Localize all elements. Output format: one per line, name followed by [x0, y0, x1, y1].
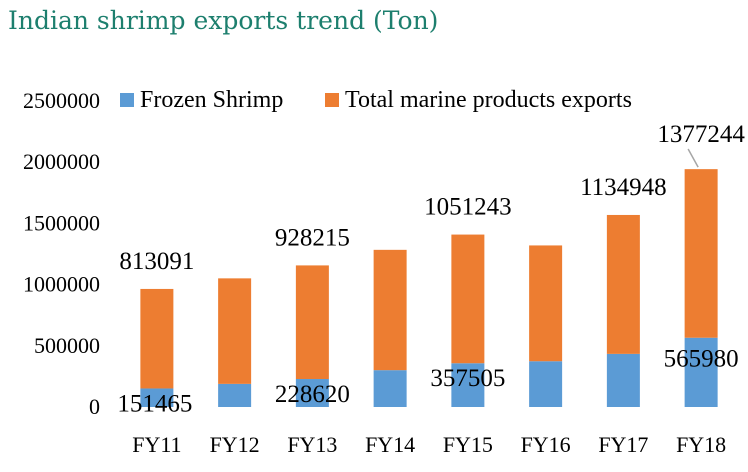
- x-tick-label: FY13: [287, 432, 337, 457]
- bar-total-marine-fy11: [140, 288, 174, 389]
- x-tick-label: FY12: [210, 432, 260, 457]
- legend-swatch: [325, 93, 339, 107]
- data-label: 565980: [664, 346, 739, 373]
- bar-total-marine-fy17: [606, 214, 640, 354]
- leader-line: [687, 148, 699, 168]
- bar-total-marine-fy12: [218, 278, 252, 384]
- y-tick-label: 2500000: [23, 88, 100, 113]
- data-label: 928215: [275, 224, 350, 251]
- x-tick-label: FY11: [132, 432, 181, 457]
- data-label: 151465: [117, 390, 192, 417]
- y-tick-label: 0: [89, 394, 100, 419]
- legend-swatch: [120, 93, 134, 107]
- bar-frozen-shrimp-fy18: [684, 337, 718, 407]
- data-label: 813091: [119, 248, 194, 275]
- bar-frozen-shrimp-fy14: [373, 370, 407, 407]
- bar-total-marine-fy15: [451, 234, 485, 364]
- bar-frozen-shrimp-fy17: [606, 353, 640, 407]
- chart-title: Indian shrimp exports trend (Ton): [8, 6, 439, 35]
- y-tick-label: 1500000: [23, 210, 100, 235]
- bar-total-marine-fy16: [529, 245, 563, 362]
- x-tick-label: FY16: [521, 432, 571, 457]
- bar-frozen-shrimp-fy13: [295, 379, 329, 407]
- bar-total-marine-fy14: [373, 249, 407, 371]
- x-axis: FY11 FY12 FY13 FY14 FY15 FY16 FY17 FY18: [132, 432, 726, 457]
- legend: Frozen Shrimp Total marine products expor…: [120, 87, 632, 113]
- bar-frozen-shrimp-fy15: [451, 363, 485, 407]
- bar-frozen-shrimp-fy12: [218, 383, 252, 407]
- bar-frozen-shrimp-fy11: [140, 388, 174, 407]
- y-tick-label: 2000000: [23, 149, 100, 174]
- data-label: 228620: [275, 381, 350, 408]
- data-label: 357505: [430, 365, 505, 392]
- data-labels: 151465 228620 357505 565980 813091 928215 1051…: [117, 121, 745, 417]
- y-axis: 0 500000 1000000 1500000 2000000 2500000: [23, 88, 100, 419]
- x-tick-label: FY17: [598, 432, 648, 457]
- bar-total-marine-fy18: [684, 169, 718, 338]
- data-label: 1134948: [580, 174, 667, 201]
- y-tick-label: 1000000: [23, 272, 100, 297]
- x-tick-label: FY18: [676, 432, 726, 457]
- x-tick-label: FY14: [365, 432, 415, 457]
- legend-label: Frozen Shrimp: [140, 87, 283, 113]
- bar-total-marine-fy13: [295, 265, 329, 380]
- y-tick-label: 500000: [34, 333, 100, 358]
- bar-frozen-shrimp-fy16: [529, 361, 563, 407]
- data-label: 1377244: [657, 121, 745, 148]
- data-label: 1051243: [424, 194, 512, 221]
- x-tick-label: FY15: [443, 432, 493, 457]
- legend-label: Total marine products exports: [345, 87, 632, 113]
- bars: [140, 169, 718, 407]
